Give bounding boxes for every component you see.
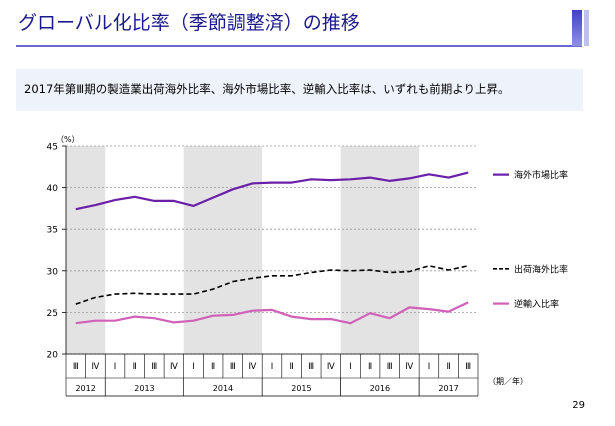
y-unit-label: （%） [56,135,80,144]
quarter-label: Ⅱ [368,362,372,372]
quarter-label: Ⅳ [170,362,178,372]
quarter-label: Ⅲ [73,362,79,372]
quarter-label: Ⅲ [151,362,157,372]
quarter-label: Ⅰ [271,362,274,372]
quarter-label: Ⅲ [387,362,393,372]
quarter-label: Ⅰ [349,362,352,372]
summary-text: 2017年第Ⅲ期の製造業出荷海外比率、海外市場比率、逆輸入比率は、いずれも前期よ… [24,82,510,96]
y-tick-label-45: 45 [47,143,58,153]
quarter-label: Ⅰ [114,362,117,372]
year-label-2012: 2012 [75,384,95,393]
quarter-label: Ⅲ [308,362,314,372]
quarter-label: Ⅰ [192,362,195,372]
legend-label-1: 出荷海外比率 [514,263,568,275]
y-tick-label-20: 20 [47,351,59,361]
y-tick-label-30: 30 [47,267,59,277]
slide-title: グローバル化比率（季節調整済）の推移 [18,12,360,34]
year-label-2015: 2015 [291,384,311,393]
year-label-2016: 2016 [370,384,390,393]
year-label-2014: 2014 [213,384,233,393]
quarter-label: Ⅳ [91,362,99,372]
series-line-2 [75,301,469,325]
title-underline [16,45,582,47]
year-label-2017: 2017 [438,384,458,393]
y-tick-label-40: 40 [47,184,59,194]
year-shade-2014 [183,146,263,354]
legend-label-0: 海外市場比率 [514,169,568,181]
quarter-label: Ⅱ [133,362,137,372]
quarter-label: Ⅱ [211,362,215,372]
series-line-1 [75,264,469,305]
quarter-label: Ⅲ [230,362,236,372]
summary-box: 2017年第Ⅲ期の製造業出荷海外比率、海外市場比率、逆輸入比率は、いずれも前期よ… [16,69,583,111]
x-unit-label: （期／年） [488,376,528,386]
quarter-label: Ⅱ [446,362,450,372]
corner-decoration [572,10,582,46]
quarter-label: Ⅳ [405,362,413,372]
year-label-2013: 2013 [134,384,154,393]
legend-label-2: 逆輸入比率 [514,298,559,310]
year-shade-2012 [66,146,106,354]
quarter-label: Ⅳ [327,362,335,372]
y-tick-label-25: 25 [47,309,58,319]
year-shade-2016 [340,146,420,354]
series-line-0 [75,171,469,211]
quarter-label: Ⅳ [248,362,256,372]
quarter-label: Ⅰ [428,362,431,372]
quarter-label: Ⅲ [465,362,471,372]
y-tick-label-35: 35 [47,226,58,236]
corner-decoration-accent [584,10,589,46]
quarter-label: Ⅱ [290,362,294,372]
page-number: 29 [572,400,585,411]
